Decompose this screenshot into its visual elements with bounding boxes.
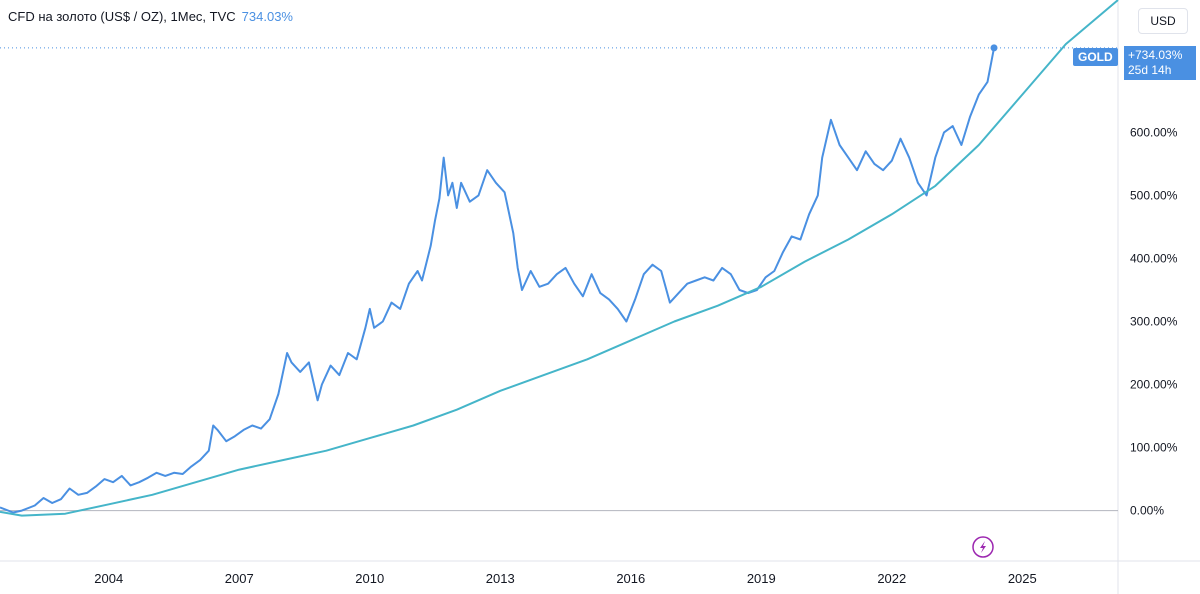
legend-symbol: CFD на золото (US$ / OZ), 1Мес, TVC <box>8 9 236 24</box>
y-tick-label: 400.00% <box>1130 251 1178 265</box>
series-layer <box>0 0 1119 517</box>
x-axis: 2004 2007 2010 2013 2016 2019 2022 2025 <box>94 571 1036 586</box>
x-tick-label: 2016 <box>616 571 645 586</box>
y-tick-label: 500.00% <box>1130 188 1178 202</box>
x-tick-label: 2004 <box>94 571 123 586</box>
y-tick-label: 600.00% <box>1130 125 1178 139</box>
x-tick-label: 2025 <box>1008 571 1037 586</box>
x-tick-label: 2007 <box>225 571 254 586</box>
x-tick-label: 2019 <box>747 571 776 586</box>
bar-countdown: 25d 14h <box>1128 63 1172 77</box>
symbol-badge: GOLD <box>1073 48 1118 66</box>
legend-value: 734.03% <box>241 9 293 24</box>
last-value-point <box>990 44 998 52</box>
y-tick-label: 200.00% <box>1130 378 1178 392</box>
x-tick-label: 2022 <box>877 571 906 586</box>
x-tick-label: 2010 <box>355 571 384 586</box>
last-price-value: +734.03% <box>1128 48 1183 62</box>
currency-button[interactable]: USD <box>1138 8 1188 34</box>
y-tick-label: 100.00% <box>1130 441 1178 455</box>
chart-legend: CFD на золото (US$ / OZ), 1Мес, TVC 734.0… <box>8 9 293 24</box>
last-price-badge: +734.03% 25d 14h <box>1124 46 1196 80</box>
series-line-trend <box>0 0 1119 517</box>
y-tick-label: 0.00% <box>1130 504 1164 518</box>
series-line-gold <box>0 47 995 514</box>
lightning-icon[interactable] <box>972 536 994 558</box>
y-axis: 0.00% 100.00% 200.00% 300.00% 400.00% 500.00%… <box>1130 125 1178 517</box>
y-tick-label: 300.00% <box>1130 314 1178 328</box>
x-tick-label: 2013 <box>486 571 515 586</box>
